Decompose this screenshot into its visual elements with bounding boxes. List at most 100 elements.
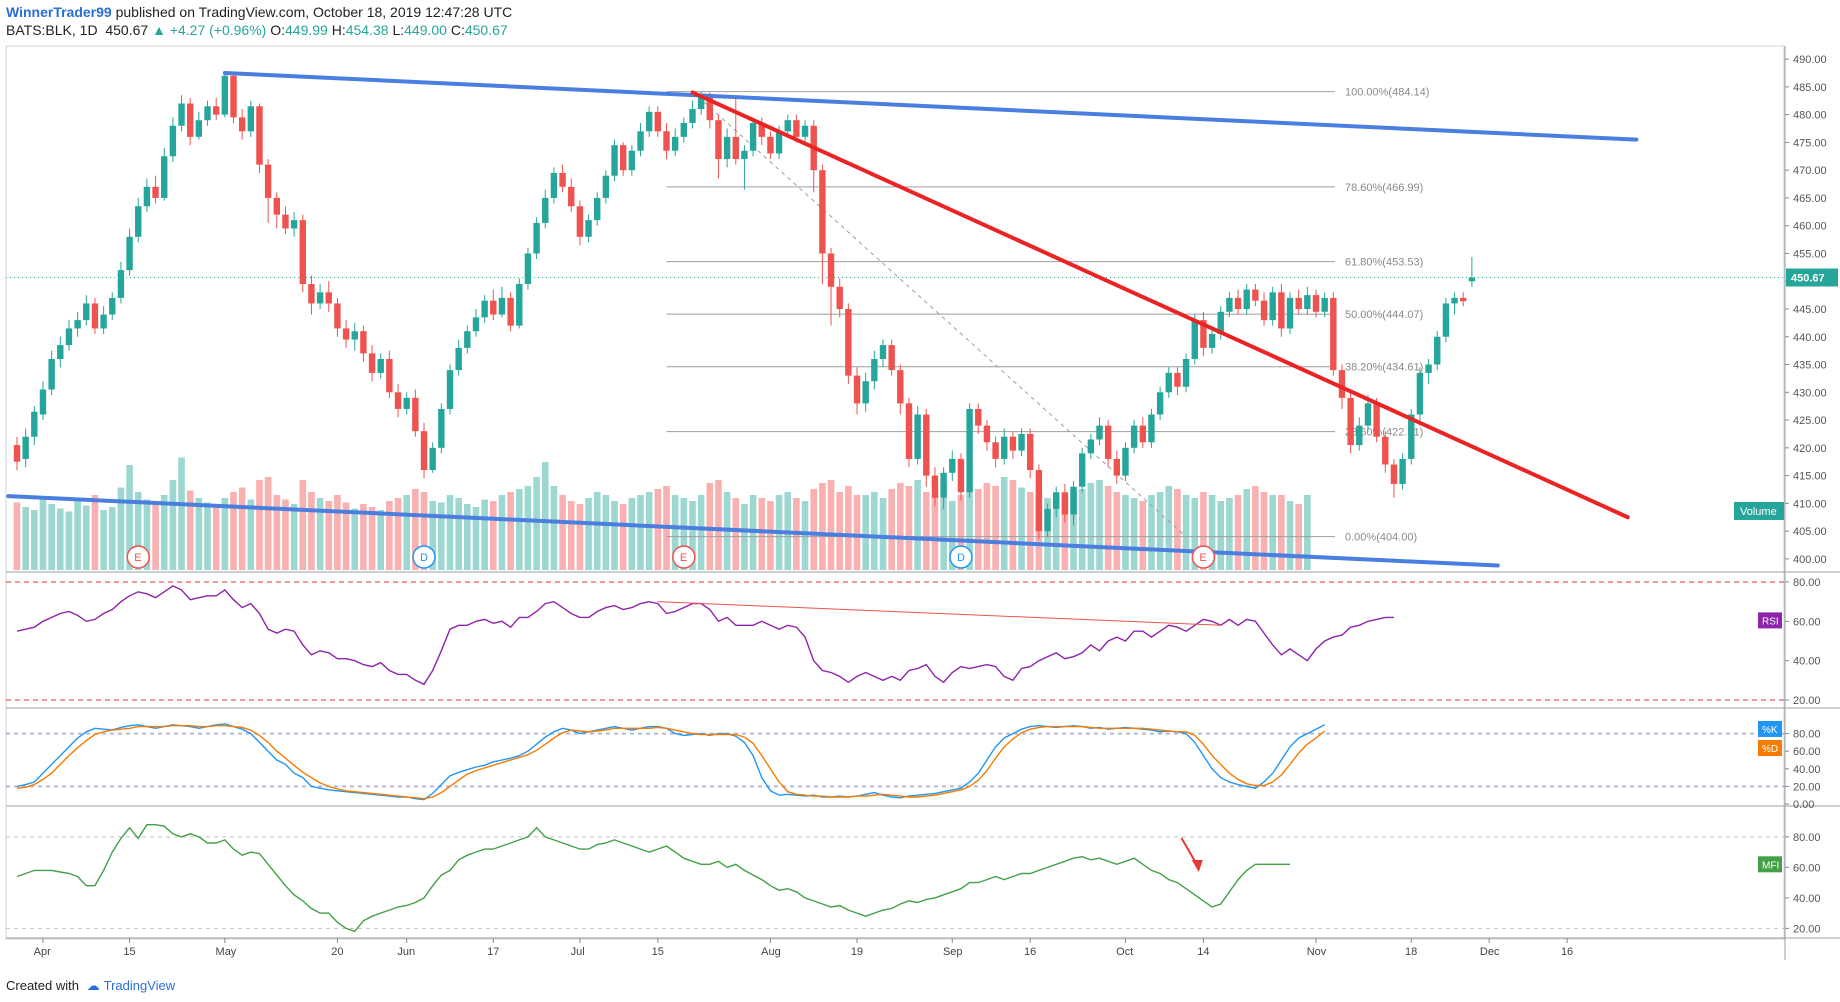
volume-bar [948, 501, 956, 570]
event-marker [672, 545, 696, 569]
volume-bar [654, 489, 662, 570]
event-marker [1191, 545, 1216, 569]
volume-bar [507, 492, 514, 570]
candle-body [1009, 436, 1017, 451]
price-tick-label: 440.00 [1793, 332, 1827, 344]
volume-bar [455, 498, 462, 570]
volume-bar [394, 498, 402, 570]
volume-bar [1182, 495, 1190, 570]
volume-bar [697, 495, 705, 570]
mfi-tick-label: 80.00 [1793, 832, 1821, 844]
candle-body [351, 331, 358, 340]
volume-bar [637, 495, 644, 570]
candle-body [853, 375, 861, 404]
symbol-label[interactable]: BATS:BLK, 1D [6, 22, 98, 38]
tradingview-brand[interactable]: TradingView [103, 978, 176, 993]
red-trendline [690, 90, 1630, 520]
annotation-arrow-head [1191, 860, 1203, 872]
volume-bar [1243, 489, 1251, 570]
candle-body [403, 397, 410, 409]
volume-bar [1278, 495, 1285, 570]
high-label: H: [331, 22, 346, 38]
close-label: C: [450, 22, 465, 38]
candle-body [594, 197, 601, 221]
volume-bar [853, 495, 861, 570]
candle-body [671, 136, 679, 151]
candle-body [862, 381, 869, 404]
candle-body [498, 297, 506, 315]
candle-body [680, 122, 688, 137]
candle-body [1217, 311, 1224, 334]
volume-bar [152, 504, 159, 570]
volume-bar [1252, 486, 1259, 570]
volume-bar [524, 486, 532, 570]
candle-body [195, 120, 203, 137]
candle-body [282, 214, 289, 229]
candle-body [1269, 292, 1276, 321]
volume-bar [966, 492, 973, 570]
volume-bar [541, 462, 549, 570]
mfi-tick-label: 40.00 [1793, 893, 1821, 905]
volume-bar [195, 498, 203, 570]
candle-body [429, 447, 436, 471]
candle-body [1278, 292, 1285, 329]
candle-body [836, 286, 843, 309]
candle-body [1191, 320, 1198, 359]
candle-body [109, 297, 116, 315]
candle-body [360, 331, 367, 354]
volume-bar [871, 492, 878, 570]
candle-body [1078, 453, 1086, 487]
candle-body [91, 303, 99, 329]
volume-bar [1113, 492, 1121, 570]
candle-body [1321, 297, 1328, 312]
volume-bar [412, 489, 419, 570]
price-tick-label: 465.00 [1793, 193, 1827, 205]
volume-bar [897, 483, 904, 570]
chart-canvas[interactable]: 400.00 405.00 410.00 415.00 420.00 425.00 430.… [0, 44, 1840, 974]
volume-bar [1070, 492, 1077, 570]
created-with-text: Created with [6, 978, 79, 993]
candle-body [975, 408, 982, 426]
candle-body [31, 411, 38, 437]
chart-header: WinnerTrader99 published on TradingView.… [0, 0, 1840, 46]
volume-bar [1026, 492, 1034, 570]
author-name[interactable]: WinnerTrader99 [6, 4, 112, 20]
candle-body [1061, 492, 1069, 515]
volume-bar [1104, 486, 1112, 570]
volume-bar [1234, 495, 1242, 570]
indicator-tick-label: 40.00 [1793, 656, 1821, 668]
volume-bar [74, 501, 81, 570]
event-marker-label: D [420, 552, 428, 564]
candle-body [1208, 333, 1216, 348]
tradingview-logo-icon[interactable]: ☁ [86, 978, 100, 993]
event-marker-label: D [957, 552, 965, 564]
candle-body [1286, 297, 1294, 329]
candle-body [1226, 297, 1233, 312]
candle-body [542, 197, 549, 223]
candle-body [1330, 297, 1337, 371]
volume-bar [706, 483, 714, 570]
mfi-tag-label: MFI [1762, 860, 1779, 871]
candle-body [438, 408, 445, 448]
candle-body [152, 186, 159, 198]
volume-bar [888, 489, 895, 570]
candle-body [1451, 297, 1458, 304]
event-marker [949, 545, 973, 569]
volume-bar [446, 495, 454, 570]
ohlc-line: BATS:BLK, 1D 450.67 ▲ +4.27 (+0.96%) O:4… [6, 22, 508, 38]
volume-bar [680, 498, 688, 570]
volume-bar [1191, 498, 1199, 570]
footer: Created with ☁ TradingView [6, 978, 175, 994]
volume-bar [368, 507, 376, 570]
candle-body [923, 414, 930, 476]
candle-body [897, 370, 904, 404]
candle-body [1070, 486, 1077, 515]
candle-body [784, 120, 791, 132]
candle-body [1001, 436, 1008, 459]
volume-bar [1217, 501, 1225, 570]
candle-body [628, 150, 636, 171]
price-tick-label: 485.00 [1793, 82, 1827, 94]
volume-bar [13, 502, 21, 570]
candle-body [524, 253, 532, 285]
candle-body [299, 220, 306, 285]
